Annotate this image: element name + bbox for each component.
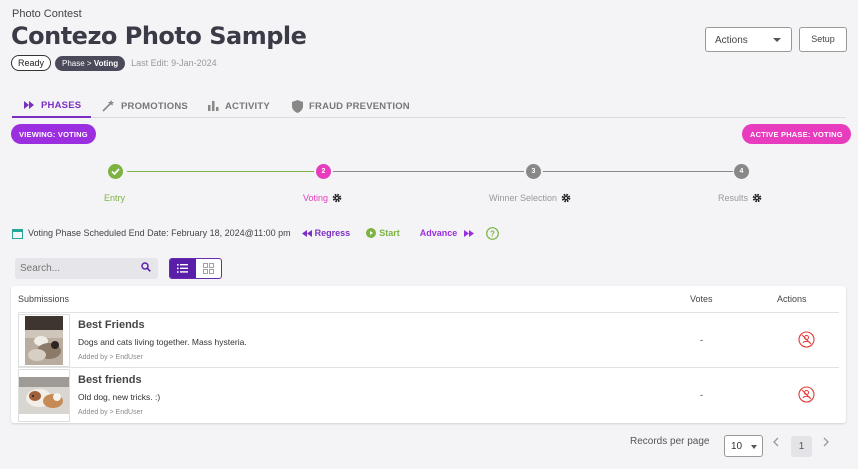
- step-results-circle[interactable]: 4: [734, 164, 749, 179]
- grid-view-button[interactable]: [196, 259, 222, 278]
- step-entry-text: Entry: [104, 193, 126, 203]
- step-winner-selection-text: Winner Selection: [489, 193, 558, 203]
- help-icon[interactable]: ?: [486, 226, 500, 240]
- setup-button[interactable]: Setup: [799, 27, 847, 52]
- phase-badge: Phase > Voting: [55, 55, 126, 71]
- fast-forward-icon: [464, 229, 475, 237]
- status-badge: Ready: [11, 55, 52, 71]
- column-header-actions: Actions: [777, 294, 807, 304]
- disqualify-user-icon[interactable]: [798, 331, 815, 348]
- contest-type-label: Photo Contest: [12, 8, 82, 20]
- gear-icon[interactable]: [561, 193, 571, 203]
- tab-phases-label: PHASES: [41, 99, 82, 111]
- submission-added-by: Added by > EndUser: [78, 409, 143, 416]
- tab-promotions-label: PROMOTIONS: [121, 100, 188, 112]
- phase-badge-prefix: Phase: [62, 58, 85, 68]
- submission-title[interactable]: Best Friends: [78, 319, 145, 331]
- chevron-right-icon: [823, 437, 829, 447]
- caret-down-icon: [751, 445, 757, 449]
- play-circle-icon: [366, 228, 377, 238]
- phase-stepper: 2 3 4 Entry Voting Winner Selection Resu…: [0, 160, 858, 210]
- viewing-phase-pill: VIEWING: VOTING: [11, 124, 96, 144]
- search-input[interactable]: [15, 258, 158, 279]
- submission-thumbnail[interactable]: [18, 314, 70, 367]
- submission-added-by: Added by > EndUser: [78, 354, 143, 361]
- fast-forward-icon: [24, 101, 34, 109]
- submission-photo-cat-dog: [25, 316, 63, 365]
- chevron-left-icon: [773, 437, 779, 447]
- records-per-page-select[interactable]: 10: [724, 435, 763, 457]
- regress-button[interactable]: Regress: [301, 228, 351, 238]
- status-badges: Ready Phase > Voting Last Edit: 9-Jan-20…: [11, 55, 217, 71]
- caret-down-icon: [773, 38, 781, 42]
- submission-thumbnail[interactable]: [18, 369, 70, 422]
- magic-wand-icon: [102, 100, 114, 112]
- search-icon[interactable]: [141, 262, 151, 272]
- regress-label: Regress: [314, 228, 351, 238]
- step-results-text: Results: [718, 193, 749, 203]
- step-winner-selection-circle[interactable]: 3: [526, 164, 541, 179]
- step-connector: [127, 171, 314, 172]
- list-icon: [177, 264, 189, 273]
- column-header-submissions: Submissions: [18, 294, 70, 304]
- phase-badge-value: Voting: [93, 58, 119, 68]
- table-row[interactable]: Best Friends Dogs and cats living togeth…: [18, 312, 839, 367]
- list-view-button[interactable]: [170, 259, 196, 278]
- advance-button[interactable]: Advance: [420, 228, 475, 238]
- svg-text:?: ?: [490, 229, 495, 238]
- submission-title[interactable]: Best friends: [78, 374, 142, 386]
- grid-icon: [202, 263, 214, 274]
- disqualify-user-icon[interactable]: [798, 386, 815, 403]
- view-toggle: [169, 258, 222, 279]
- step-connector: [333, 171, 524, 172]
- step-voting-text: Voting: [303, 193, 329, 203]
- start-button[interactable]: Start: [366, 228, 400, 238]
- schedule-end-date: Voting Phase Scheduled End Date: Februar…: [28, 228, 291, 238]
- gear-icon[interactable]: [752, 193, 762, 203]
- records-per-page-label: Records per page: [630, 436, 710, 447]
- tab-activity[interactable]: ACTIVITY: [208, 94, 270, 118]
- next-page-button[interactable]: [822, 436, 830, 451]
- step-entry-circle[interactable]: [108, 164, 123, 179]
- submission-votes: -: [700, 335, 703, 345]
- start-label: Start: [379, 228, 400, 238]
- bar-chart-icon: [208, 101, 219, 111]
- step-entry-label[interactable]: Entry: [104, 193, 125, 203]
- page-title: Contezo Photo Sample: [11, 22, 307, 50]
- actions-dropdown-label: Actions: [715, 35, 748, 46]
- step-results-label[interactable]: Results: [718, 193, 762, 203]
- calendar-icon: [12, 228, 23, 239]
- submission-votes: -: [700, 390, 703, 400]
- actions-dropdown[interactable]: Actions: [705, 27, 792, 52]
- submission-description: Old dog, new tricks. :): [78, 392, 161, 402]
- records-per-page-value: 10: [731, 441, 743, 452]
- previous-page-button[interactable]: [772, 436, 780, 451]
- tab-fraud-prevention[interactable]: FRAUD PREVENTION: [292, 94, 410, 118]
- column-header-votes: Votes: [690, 294, 713, 304]
- step-connector: [543, 171, 733, 172]
- step-voting-label[interactable]: Voting: [303, 193, 342, 203]
- shield-icon: [292, 99, 303, 113]
- tab-fraud-prevention-label: FRAUD PREVENTION: [309, 100, 410, 112]
- active-phase-pill: ACTIVE PHASE: VOTING: [742, 124, 851, 144]
- current-page-number[interactable]: 1: [791, 436, 812, 457]
- tab-activity-label: ACTIVITY: [225, 100, 270, 112]
- advance-label: Advance: [419, 228, 458, 238]
- tab-phases[interactable]: PHASES: [12, 94, 91, 118]
- table-row[interactable]: Best friends Old dog, new tricks. :) Add…: [18, 367, 839, 422]
- tab-bar: PHASES PROMOTIONS ACTIVITY FRAUD PREVENT…: [12, 94, 846, 118]
- step-winner-selection-label[interactable]: Winner Selection: [489, 193, 571, 203]
- rewind-icon: [301, 229, 312, 237]
- gear-icon[interactable]: [332, 193, 342, 203]
- schedule-row: Voting Phase Scheduled End Date: Februar…: [12, 226, 500, 240]
- step-voting-circle[interactable]: 2: [316, 164, 331, 179]
- submission-description: Dogs and cats living together. Mass hyst…: [78, 337, 247, 347]
- last-edit-text: Last Edit: 9-Jan-2024: [131, 58, 217, 68]
- submission-photo-dogs: [19, 377, 69, 414]
- submissions-table: Submissions Votes Actions Best Friends D…: [11, 286, 846, 423]
- tab-promotions[interactable]: PROMOTIONS: [102, 94, 188, 118]
- check-icon: [111, 168, 120, 176]
